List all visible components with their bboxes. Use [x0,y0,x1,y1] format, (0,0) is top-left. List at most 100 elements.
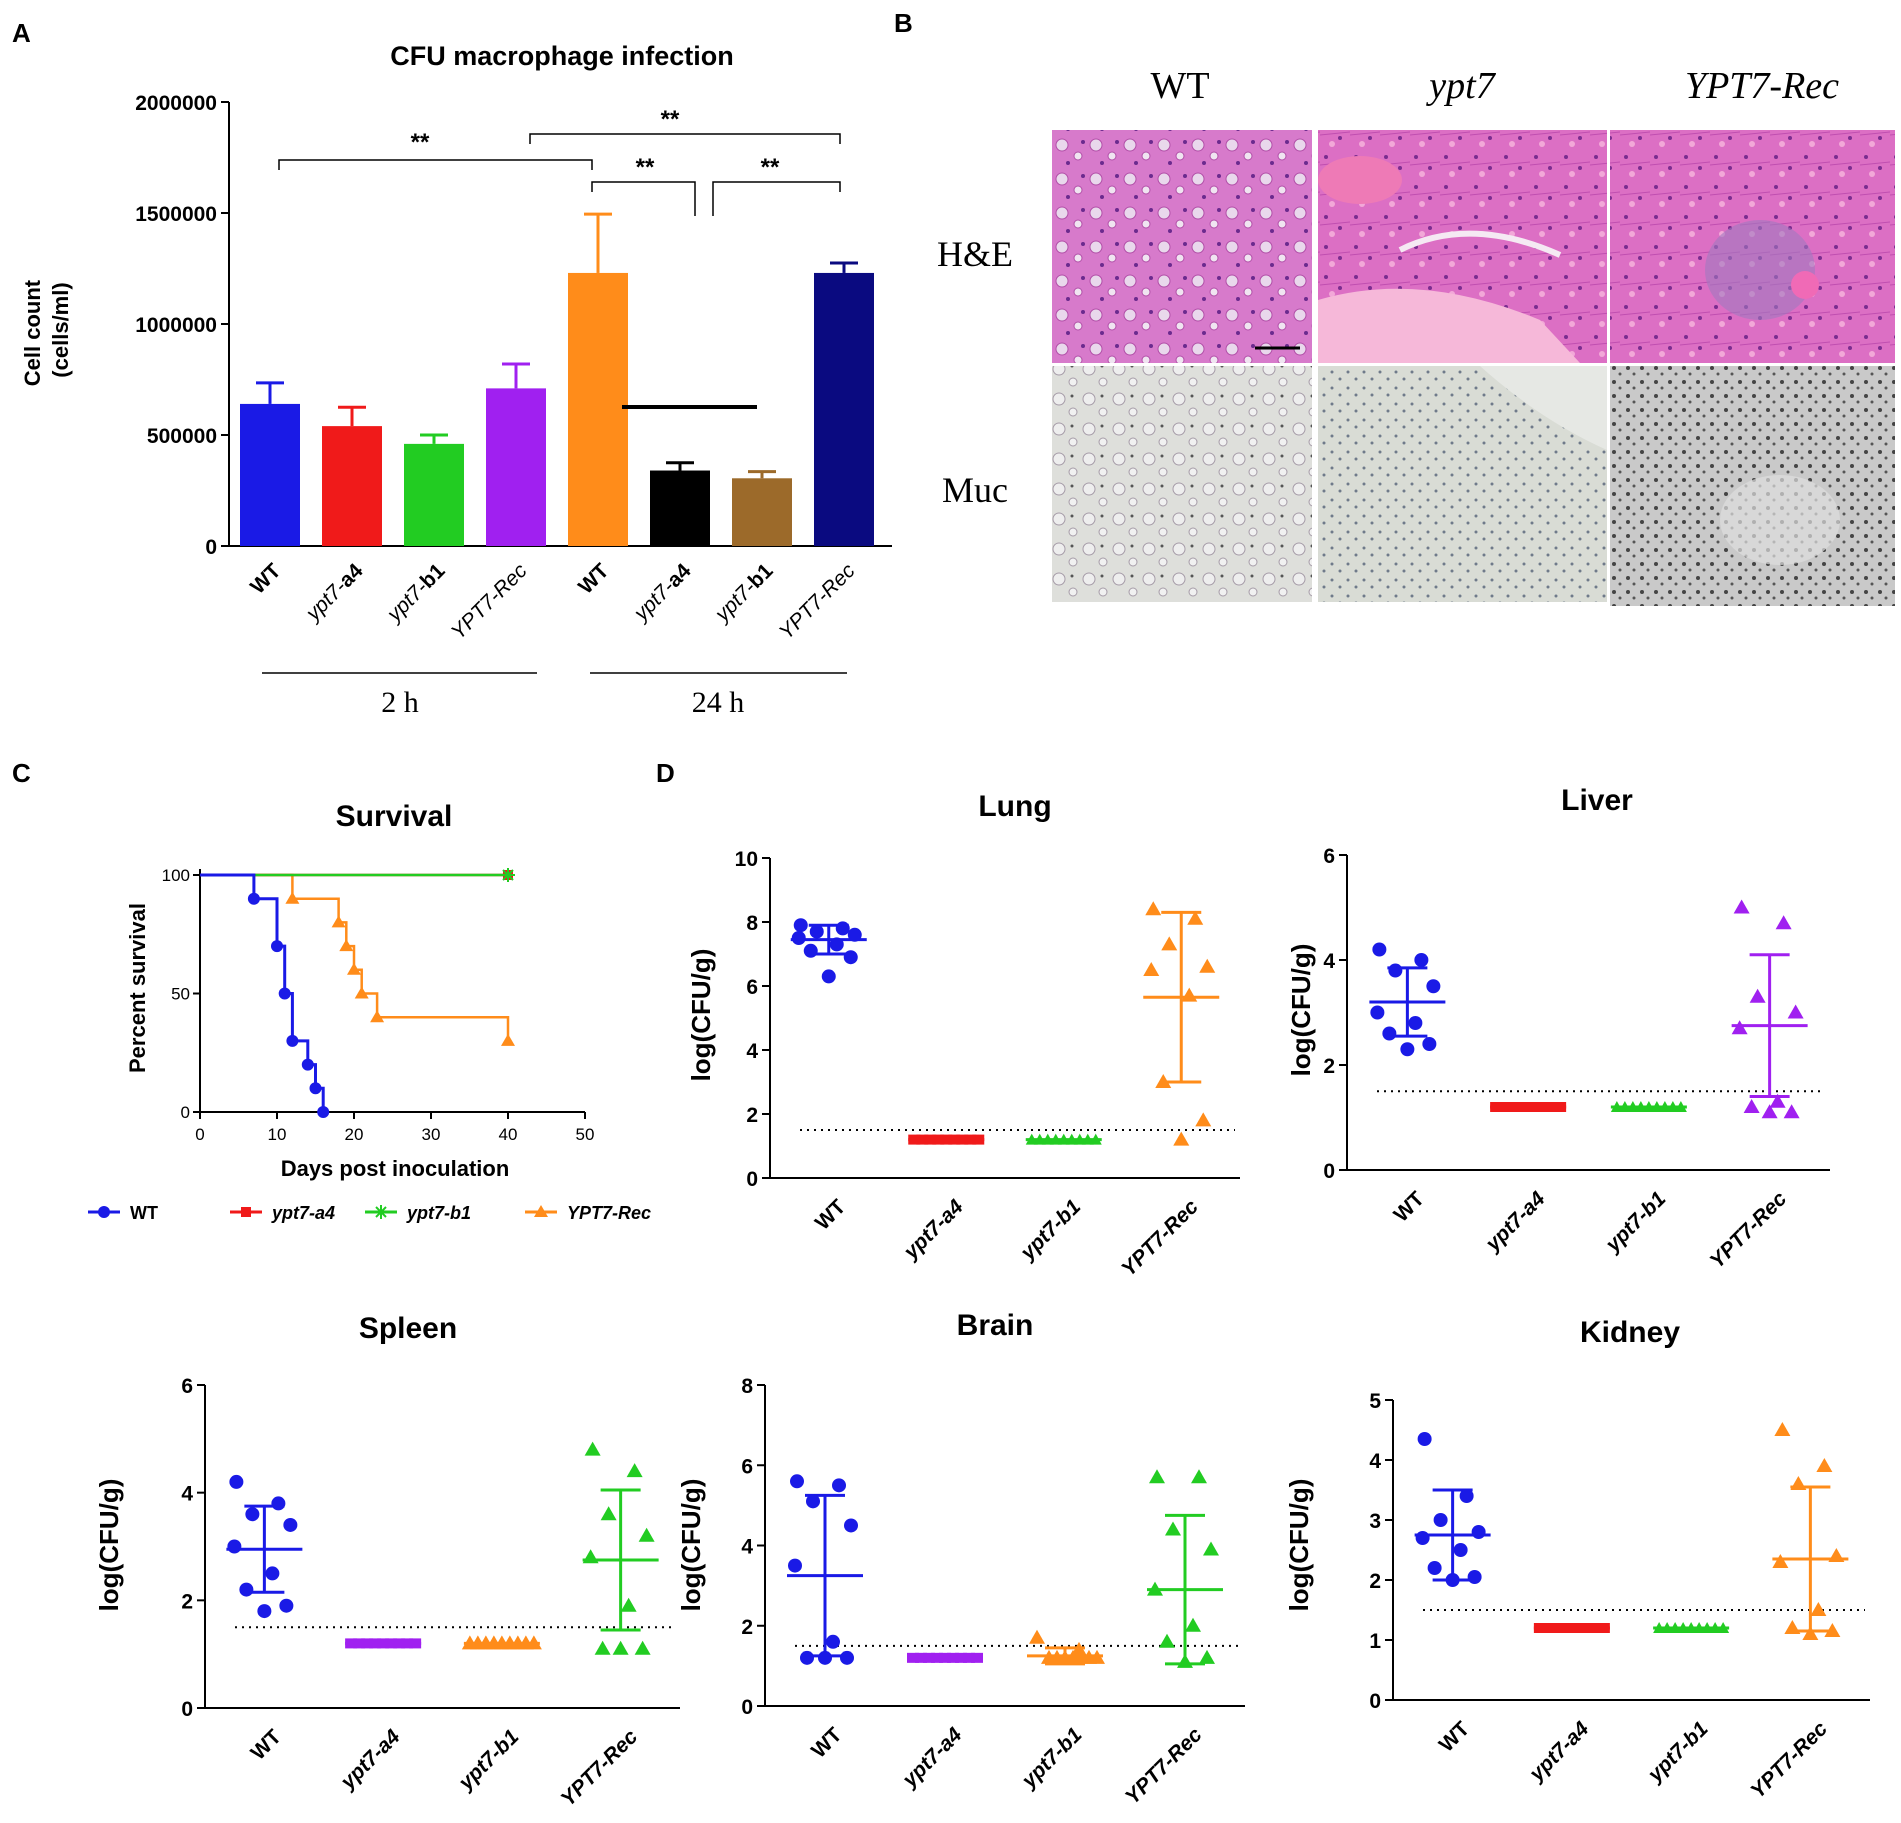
scatter-point [1784,1620,1801,1634]
panel-label-d: D [656,758,675,788]
panel-a-category-label: ypt7-b1 [382,559,450,627]
scatter-point [1589,1623,1602,1633]
scatter-point [1701,1622,1714,1633]
scatter-point [377,1638,390,1649]
scatter-point [1433,1513,1448,1527]
scatter-point [1824,1623,1841,1637]
scatter-point [1597,1623,1610,1633]
panel-a-ytick-label: 1500000 [135,203,217,226]
scatter-point [1610,1101,1623,1112]
panel-a-category-label: WT [574,559,613,598]
panel-c-marker [370,1010,385,1023]
scatter-point [1693,1622,1706,1633]
scatter-point [793,918,808,933]
scatter-point [345,1638,358,1649]
scatter-point [1417,1432,1432,1446]
scatter-category-label: ypt7-a4 [1481,1187,1550,1256]
scatter-point [1626,1101,1639,1112]
scatter-point [1642,1101,1655,1112]
scatter-ytick-label: 6 [1323,845,1335,868]
sig-label-4: ** [761,154,780,181]
sig-label-3: ** [636,154,655,181]
panel-c-axes: 0 10 20 30 40 50 0 50 100 [162,866,595,1144]
scatter-point [239,1582,254,1597]
scatter-point [385,1638,398,1649]
scatter-point [963,1652,975,1663]
scatter-point [931,1652,943,1663]
scatter-point [840,1650,854,1665]
panel-c-marker [354,986,369,999]
scatter-category-label: ypt7-b1 [1601,1187,1671,1257]
scatter-point [1029,1629,1045,1644]
scatter-point [1199,1649,1215,1664]
scatter-title: Lung [978,790,1051,823]
sig-bracket-3 [591,181,696,216]
scatter-ytick-label: 0 [1369,1690,1381,1713]
scatter-category-label: WT [1390,1187,1429,1226]
scatter-ytick-label: 0 [746,1168,758,1191]
scatter-point [972,1134,985,1145]
panel-a-bar [404,443,464,546]
panel-label-c: C [12,758,31,788]
scatter-ytick-label: 0 [1323,1160,1335,1183]
panel-label-a: A [12,18,31,48]
legend-label: WT [130,1203,158,1223]
scatter-ytick-label: 1 [1369,1630,1381,1653]
sig-label-1: ** [411,129,430,156]
scatter-plot-brain: Brain log(CFU/g) 0 2 4 6 8 WT ypt7-a4 ypt7-b1 YPT7… [676,1309,1245,1809]
scatter-category-label: WT [807,1723,846,1762]
sig-bracket-1 [278,159,593,170]
scatter-point [1816,1458,1833,1472]
scatter-point [1774,1422,1791,1436]
scatter-point [1581,1623,1594,1633]
scatter-ytick-label: 6 [741,1455,753,1478]
scatter-point [1191,1469,1207,1484]
panel-a-bar [486,388,546,546]
panel-a-bar [240,403,300,546]
histology-col-ypt7: ypt7 [1425,65,1496,107]
panel-c-marker [309,1082,322,1095]
scatter-category-label: ypt7-b1 [1016,1195,1086,1265]
scatter-point [1185,1617,1201,1632]
scatter-ytick-label: 5 [1369,1390,1381,1413]
scatter-category-label: WT [1435,1717,1474,1756]
scatter-point [1071,1641,1087,1656]
scatter-ytick-label: 6 [181,1375,193,1398]
scatter-category-label: ypt7-a4 [1524,1717,1593,1786]
scatter-point [1498,1102,1511,1112]
panel-c-xlabel: Days post inoculation [281,1156,510,1181]
panel-a-category-label: WT [246,559,285,598]
scatter-point [847,927,862,942]
scatter-category-label: ypt7-a4 [898,1723,967,1792]
scatter-point [1187,910,1204,925]
histology-col-wt: WT [1150,65,1209,107]
scatter-point [915,1652,927,1663]
scatter-point [1733,899,1750,914]
scatter-point [956,1134,969,1145]
panel-a-axes: 0 500000 1000000 1500000 2000000 [135,92,892,559]
scatter-point [1145,901,1162,916]
scatter-point [1089,1133,1102,1145]
scatter-point [844,1518,858,1533]
legend-label: ypt7-b1 [406,1203,471,1223]
scatter-point [1573,1623,1586,1633]
sig-bracket-2 [529,133,841,144]
scatter-point [1181,987,1198,1002]
scatter-point [843,950,858,965]
scatter-category-label: ypt7-a4 [899,1195,968,1264]
scatter-point [788,1558,802,1573]
panel-a-category-label: ypt7-b1 [710,559,778,627]
panel-a-category-label: ypt7-a4 [300,559,367,626]
scatter-category-label: YPT7-Rec [1117,1195,1203,1281]
scatter-point [1490,1102,1503,1112]
panel-c-xtick-label: 20 [345,1125,364,1144]
legend-marker [98,1206,110,1218]
scatter-point [818,1650,832,1665]
scatter-point [1041,1133,1054,1145]
scatter-category-label: YPT7-Rec [1121,1723,1207,1809]
scatter-point [1549,1623,1562,1633]
scatter-point [790,1474,804,1489]
scatter-plot-kidney: Kidney log(CFU/g) 0 1 2 3 4 5 WT ypt7-a4 ypt7-b1 YP… [1284,1316,1870,1803]
scatter-ytick-label: 2 [1369,1570,1381,1593]
muc-image-wt [1052,366,1312,602]
